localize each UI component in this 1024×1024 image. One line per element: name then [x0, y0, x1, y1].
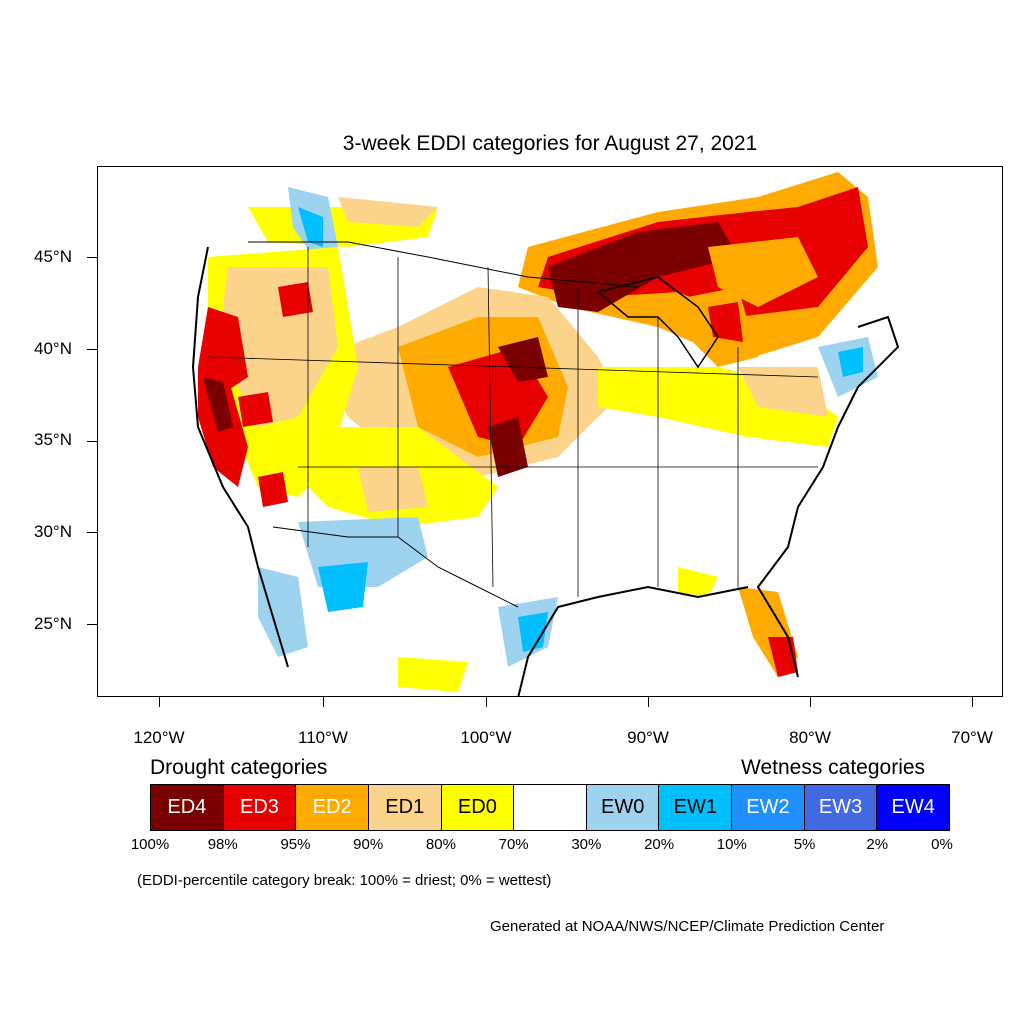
- legend-box-ew3: EW3: [804, 785, 878, 830]
- legend-box-ed4: ED4: [151, 785, 224, 830]
- category-note: (EDDI-percentile category break: 100% = …: [137, 872, 552, 889]
- legend-box-ew4: EW4: [877, 785, 950, 830]
- lat-label-25: 25°N: [34, 614, 72, 633]
- lat-label-45: 45°N: [34, 247, 72, 266]
- newmexico-ed1-region: [358, 467, 428, 512]
- lat-tick-25: [87, 624, 97, 625]
- great-lakes-outline: [596, 276, 719, 369]
- lon-tick-80: [810, 697, 811, 707]
- lon-label-100: 100°W: [460, 728, 512, 747]
- lat-tick-30: [87, 532, 97, 533]
- ohio-ed1-region: [738, 367, 828, 417]
- legend-box-ed3: ED3: [223, 785, 297, 830]
- gulf-ed0-region: [678, 567, 718, 597]
- east-coastline: [756, 315, 900, 678]
- lon-tick-100: [486, 697, 487, 707]
- nevada-ed3-region: [238, 392, 273, 427]
- percent-break-label: 98%: [207, 836, 238, 853]
- percent-break-label: 95%: [280, 836, 311, 853]
- kansas-ed4-region: [488, 417, 528, 477]
- california-ed4-core: [203, 377, 233, 432]
- percent-break-label: 5%: [793, 836, 816, 853]
- lon-tick-110: [323, 697, 324, 707]
- texas-ew1-region: [518, 612, 548, 652]
- legend-box-ed0: ED0: [441, 785, 515, 830]
- mexico-ed0-region: [398, 657, 468, 692]
- percent-break-label: 0%: [931, 836, 953, 853]
- lon-label-80: 80°W: [789, 728, 831, 747]
- lon-label-110: 110°W: [298, 728, 348, 747]
- percent-break-label: 90%: [353, 836, 384, 853]
- us-canada-border: [248, 241, 639, 288]
- dakota-ed4-region: [498, 337, 548, 382]
- canada-ed1-region: [338, 197, 438, 227]
- lon-label-120: 120°W: [133, 728, 185, 747]
- lon-label-70: 70°W: [951, 728, 993, 747]
- lat-tick-45: [87, 257, 97, 258]
- percent-break-label: 10%: [716, 836, 747, 853]
- baja-ew0-region: [258, 567, 308, 657]
- lon-tick-120: [159, 697, 160, 707]
- ontario-ed4-region: [548, 222, 738, 312]
- category-legend: ED4 ED3 ED2 ED1 ED0 EW0 EW1 EW2 EW3 EW4: [150, 784, 950, 831]
- lon-label-90: 90°W: [627, 728, 669, 747]
- legend-box-ew0: EW0: [586, 785, 660, 830]
- michigan-ed3-region: [708, 302, 743, 342]
- lat-tick-35: [87, 441, 97, 442]
- us-mexico-border: [272, 526, 519, 608]
- map-canvas: [191, 172, 900, 696]
- legend-box-ed2: ED2: [296, 785, 369, 830]
- credit-line: Generated at NOAA/NWS/NCEP/Climate Predi…: [490, 918, 885, 935]
- west-coastline: [191, 246, 289, 668]
- legend-box-ew2: EW2: [732, 785, 805, 830]
- state-line-4: [207, 356, 819, 378]
- lat-label-35: 35°N: [34, 430, 72, 449]
- percent-break-label: 80%: [425, 836, 456, 853]
- gulf-coastline: [517, 585, 749, 696]
- state-line-2: [487, 266, 494, 588]
- eddi-map: [97, 166, 1003, 697]
- idaho-ed3-region: [278, 282, 313, 317]
- lon-tick-70: [972, 697, 973, 707]
- lat-label-30: 30°N: [34, 522, 72, 541]
- drought-heading: Drought categories: [150, 756, 328, 779]
- lat-tick-40: [87, 349, 97, 350]
- percent-break-label: 100%: [130, 836, 170, 853]
- canada-ew1-region: [298, 207, 323, 247]
- arizona-ed3-region: [258, 472, 288, 507]
- percent-break-label: 30%: [571, 836, 602, 853]
- percent-break-label: 70%: [498, 836, 529, 853]
- wetness-heading: Wetness categories: [741, 756, 926, 779]
- legend-box-neutral: [514, 785, 587, 830]
- percent-break-label: 2%: [866, 836, 889, 853]
- lon-tick-90: [648, 697, 649, 707]
- map-title: 3-week EDDI categories for August 27, 20…: [342, 132, 758, 155]
- legend-box-ed1: ED1: [368, 785, 442, 830]
- mexico-ew1-region: [318, 562, 368, 612]
- newengland-ew1-region: [838, 347, 863, 377]
- legend-box-ew1: EW1: [659, 785, 733, 830]
- lat-label-40: 40°N: [34, 339, 72, 358]
- percent-break-label: 20%: [644, 836, 675, 853]
